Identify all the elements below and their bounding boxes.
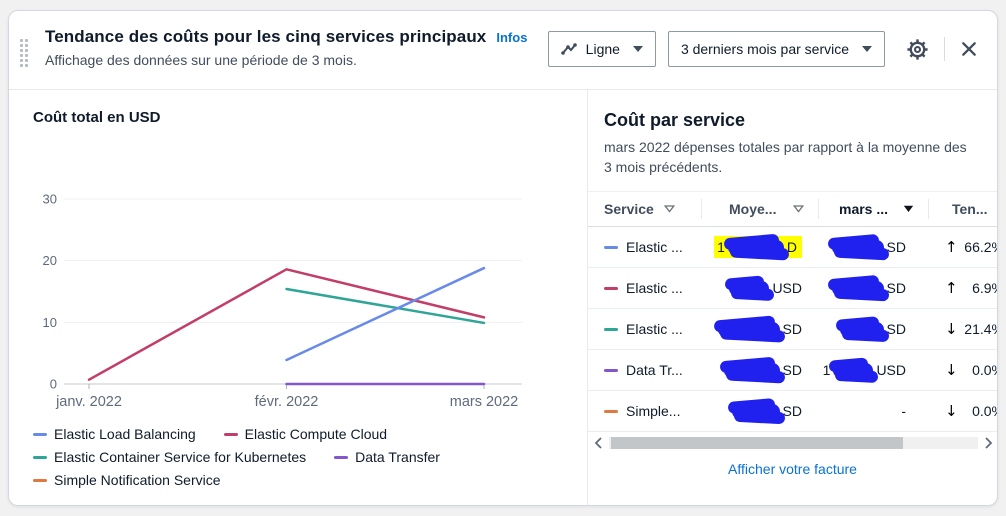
svg-text:mars 2022: mars 2022 — [450, 394, 519, 410]
close-button[interactable] — [957, 37, 981, 61]
redaction-scribble — [717, 321, 780, 337]
table-row: Elastic ... USD SD ↑6.9% — [588, 268, 997, 309]
horizontal-scrollbar — [588, 432, 997, 449]
empty-value: - — [901, 403, 906, 419]
series-color-dash — [604, 409, 618, 413]
sort-caret-icon — [793, 205, 804, 213]
trend-value: 0.0% — [972, 362, 997, 378]
svg-text:févr. 2022: févr. 2022 — [255, 394, 319, 410]
scrollbar-track[interactable] — [609, 437, 978, 449]
chevron-down-icon — [862, 46, 872, 52]
panel-subtitle: mars 2022 dépenses totales par rapport à… — [604, 139, 967, 175]
legend-color-dash — [33, 433, 47, 436]
trend-down-icon: ↓ — [945, 320, 958, 338]
table-header-row: Service Moye... mars ... — [588, 191, 997, 227]
cost-trend-chart[interactable]: 0 10 20 30 janv. 2022 févr. 2022 mars 2022 — [21, 96, 581, 421]
trend-up-icon: ↑ — [945, 238, 958, 256]
svg-text:30: 30 — [43, 192, 57, 207]
divider — [944, 37, 945, 61]
series-color-dash — [604, 286, 618, 290]
trend-value: 66.2% — [964, 239, 997, 255]
chart-axis-title: Coût total en USD — [33, 109, 161, 126]
sort-caret-filled-icon — [903, 205, 914, 212]
trend-up-icon: ↑ — [945, 279, 958, 297]
infos-link[interactable]: Infos — [496, 30, 528, 45]
series-color-dash — [604, 327, 618, 331]
chevron-left-icon — [594, 437, 602, 449]
legend-color-dash — [334, 456, 349, 459]
legend-item[interactable]: Elastic Load Balancing — [33, 426, 196, 443]
column-header-average[interactable]: Moye... — [701, 199, 818, 219]
chart-type-value: Ligne — [585, 41, 620, 57]
widget-header: Tendance des coûts pour les cinq service… — [9, 11, 997, 90]
widget-subtitle: Affichage des données sur une période de… — [45, 52, 357, 68]
redaction-scribble — [723, 362, 780, 378]
chart-line — [285, 266, 486, 362]
line-chart-icon — [560, 43, 577, 55]
widget-title: Tendance des coûts pour les cinq service… — [45, 27, 487, 46]
chevron-right-icon — [985, 437, 993, 449]
redaction-scribble — [727, 239, 784, 255]
chart-panel: Coût total en USD 0 10 20 30 janv. 2022 févr.… — [9, 90, 587, 505]
legend-item[interactable]: Elastic Container Service for Kubernetes — [33, 449, 306, 466]
drag-handle-icon[interactable] — [20, 39, 28, 67]
sort-caret-icon — [663, 205, 675, 213]
trend-value: 0.0% — [972, 403, 997, 419]
period-select[interactable]: 3 derniers mois par service — [667, 31, 885, 67]
legend-color-dash — [223, 433, 238, 436]
redaction-scribble — [731, 403, 780, 419]
svg-text:20: 20 — [43, 253, 57, 268]
panel-title: Coût par service — [604, 110, 746, 130]
scrollbar-thumb[interactable] — [611, 437, 903, 449]
table-row: Elastic ... 1D SD ↑66.2% — [588, 227, 997, 268]
chart-type-select[interactable]: Ligne — [547, 31, 656, 67]
period-value: 3 derniers mois par service — [680, 41, 849, 57]
settings-button[interactable] — [903, 35, 932, 64]
legend-item[interactable]: Data Transfer — [334, 449, 440, 466]
redaction-scribble — [839, 321, 884, 337]
cost-trend-widget: Tendance des coûts pour les cinq service… — [8, 10, 998, 506]
series-color-dash — [604, 245, 618, 249]
redaction-scribble — [831, 280, 884, 296]
column-header-trend[interactable]: Ten... — [928, 199, 997, 219]
cost-table: Service Moye... mars ... — [588, 191, 997, 432]
cost-per-service-panel: Coût par service mars 2022 dépenses tota… — [587, 90, 997, 505]
svg-text:janv. 2022: janv. 2022 — [55, 394, 122, 410]
svg-text:10: 10 — [43, 315, 57, 330]
close-icon — [962, 42, 976, 56]
column-header-mars[interactable]: mars ... — [818, 199, 928, 219]
legend-color-dash — [33, 479, 47, 482]
svg-text:0: 0 — [50, 377, 57, 392]
redaction-scribble — [729, 280, 770, 296]
gear-icon — [907, 38, 928, 60]
chevron-down-icon — [632, 46, 643, 52]
trend-value: 6.9% — [972, 280, 997, 296]
chart-line — [285, 287, 486, 325]
legend-item[interactable]: Elastic Compute Cloud — [223, 426, 387, 443]
table-row: Simple... SD - ↓0.0% — [588, 391, 997, 432]
view-bill-link[interactable]: Afficher votre facture — [728, 461, 857, 477]
scroll-right-button[interactable] — [984, 437, 993, 449]
legend-item[interactable]: Simple Notification Service — [33, 472, 221, 489]
trend-down-icon: ↓ — [945, 361, 958, 379]
chart-line — [87, 268, 486, 381]
legend-color-dash — [33, 456, 47, 459]
scroll-left-button[interactable] — [594, 437, 603, 449]
chart-legend: Elastic Load Balancing Elastic Compute C… — [33, 426, 581, 489]
trend-down-icon: ↓ — [945, 402, 958, 420]
table-row: Elastic ... SD SD ↓21.4% — [588, 309, 997, 350]
redaction-scribble — [833, 362, 874, 378]
series-color-dash — [604, 368, 618, 372]
trend-value: 21.4% — [964, 321, 997, 337]
redaction-scribble — [831, 239, 884, 255]
column-header-service[interactable]: Service — [588, 199, 701, 219]
